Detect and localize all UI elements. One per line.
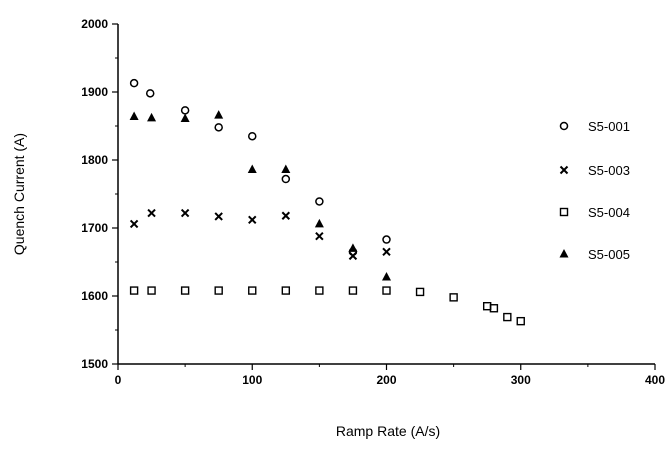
data-point-s5-004 [248,286,257,295]
data-point-s5-005 [382,271,391,281]
legend: S5-001 S5-003 S5-004 S5-005 [559,119,630,262]
y-tick-label: 1900 [81,85,108,99]
data-point-s5-005 [129,111,139,120]
data-point-s5-003 [248,215,257,225]
data-point-s5-001 [214,123,223,132]
data-point-s5-005 [214,110,224,119]
y-tick-label: 2000 [81,17,108,31]
data-point-s5-001 [382,235,391,244]
x-tick-label: 200 [376,373,396,387]
x-axis-title: Ramp Rate (A/s) [336,423,440,439]
data-point-s5-003 [281,211,291,220]
data-point-s5-001 [248,131,257,141]
data-point-s5-004 [382,286,391,295]
data-point-s5-005 [281,164,291,174]
x-tick-label: 400 [645,373,665,387]
data-point-s5-001 [129,78,139,88]
legend-label-s5-005: S5-005 [588,247,630,262]
data-point-s5-004 [449,293,458,302]
data-point-s5-005 [180,113,190,123]
legend-label-s5-004: S5-004 [588,205,630,220]
data-point-s5-004 [147,286,156,295]
ticks: 1500 1600 1700 1800 1900 2000 0 100 200 300 400 [81,17,665,387]
data-point-s5-004 [315,286,324,295]
data-point-s5-003 [129,219,139,229]
data-marks [129,78,525,326]
data-point-s5-005 [247,164,257,174]
y-tick-label: 1500 [81,357,108,371]
legend-label-s5-001: S5-001 [588,119,630,134]
data-point-s5-004 [129,286,139,295]
data-point-s5-004 [348,286,358,295]
legend-label-s5-003: S5-003 [588,163,630,178]
data-point-s5-004 [503,312,512,322]
x-tick-label: 100 [242,373,262,387]
data-point-s5-001 [145,89,155,98]
data-point-s5-004 [516,316,525,326]
data-point-s5-001 [281,174,291,184]
y-tick-label: 1800 [81,153,108,167]
data-point-s5-004 [489,304,499,313]
legend-marker-s5-003 [559,165,569,175]
x-tick-label: 0 [115,373,122,387]
data-point-s5-005 [348,243,358,252]
y-tick-label: 1700 [81,221,108,235]
legend-marker-s5-005 [559,249,569,258]
data-point-s5-003 [214,212,223,221]
data-point-s5-005 [314,218,324,228]
data-point-s5-004 [180,286,190,295]
data-point-s5-003 [348,251,358,261]
data-point-s5-001 [315,197,324,206]
legend-marker-s5-001 [559,121,569,131]
data-point-s5-003 [382,247,391,257]
data-point-s5-004 [281,286,291,295]
y-axis-title: Quench Current (A) [11,133,27,255]
data-point-s5-005 [147,112,157,122]
x-tick-label: 300 [511,373,531,387]
y-tick-label: 1600 [81,289,108,303]
data-point-s5-003 [315,231,324,241]
data-point-s5-001 [180,106,190,115]
data-point-s5-003 [147,208,156,218]
data-point-s5-003 [180,208,190,218]
data-point-s5-004 [214,286,223,295]
data-point-s5-004 [415,287,425,297]
legend-marker-s5-004 [559,207,569,217]
axes [117,24,655,365]
data-point-s5-004 [482,302,492,311]
